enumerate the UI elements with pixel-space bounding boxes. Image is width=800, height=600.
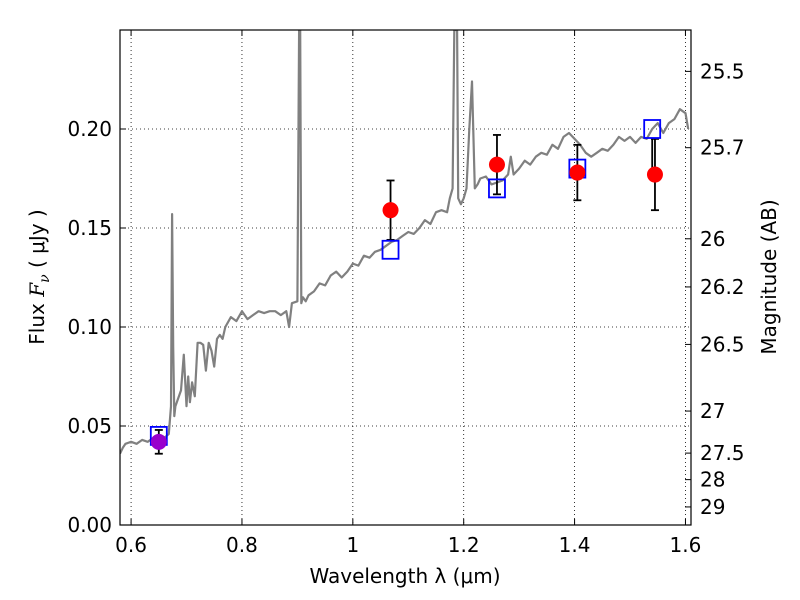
y-tick-label: 0.05 <box>67 414 112 438</box>
right-axis-label: Magnitude (AB) <box>757 199 781 354</box>
right-tick-label: 27.5 <box>700 441 745 465</box>
highlight-point-marker <box>150 433 167 450</box>
observed-point-marker <box>382 202 399 219</box>
x-tick-label: 1.6 <box>670 533 702 557</box>
model-square-marker <box>488 178 506 199</box>
right-tick-label: 26.5 <box>700 332 745 356</box>
observed-point-marker <box>569 164 586 181</box>
x-tick-label: 0.6 <box>115 533 147 557</box>
plot-frame <box>119 29 692 526</box>
gridlines <box>120 30 691 526</box>
errorbar-layer <box>154 134 659 455</box>
x-tick-label: 1.2 <box>448 533 480 557</box>
y-axis-label-subscript: ν <box>37 274 53 283</box>
x-tick-label: 0.8 <box>226 533 258 557</box>
observed-point-marker <box>488 156 505 173</box>
y-axis-label: Flux Fν ( μJy ) <box>25 209 53 344</box>
y-tick-label: 0.10 <box>67 315 112 339</box>
marker-layer <box>149 119 663 450</box>
right-tick-label: 27 <box>700 399 725 423</box>
right-tick-label: 25.7 <box>700 136 745 160</box>
observed-point-marker <box>646 166 663 183</box>
y-axis-label-prefix: Flux <box>25 297 49 345</box>
spectrum-line <box>120 30 690 455</box>
x-tick-label: 1.4 <box>559 533 591 557</box>
right-ticks: 25.5 25.7 26 26.2 26.5 27 27.5 28 29 <box>685 59 745 519</box>
model-square-marker <box>381 239 400 260</box>
y-tick-label: 0.15 <box>67 216 112 240</box>
y-axis-label-symbol: F <box>25 282 49 298</box>
y-axis-label-unit: ( μJy ) <box>25 209 49 274</box>
right-tick-label: 29 <box>700 495 725 519</box>
x-ticks: 0.6 0.8 1 1.2 1.4 1.6 <box>115 30 701 557</box>
model-square-marker <box>643 119 662 139</box>
spectrum-layer <box>120 30 690 455</box>
right-tick-label: 26 <box>700 227 725 251</box>
x-tick-label: 1 <box>346 533 359 557</box>
y-ticks: 0.00 0.05 0.10 0.15 0.20 <box>67 117 126 537</box>
right-tick-label: 26.2 <box>700 275 745 299</box>
y-tick-label: 0.20 <box>67 117 112 141</box>
right-tick-label: 28 <box>700 468 725 492</box>
y-tick-label: 0.00 <box>67 513 112 537</box>
right-tick-label: 25.5 <box>700 59 745 83</box>
x-axis-label: Wavelength λ (μm) <box>309 564 500 588</box>
